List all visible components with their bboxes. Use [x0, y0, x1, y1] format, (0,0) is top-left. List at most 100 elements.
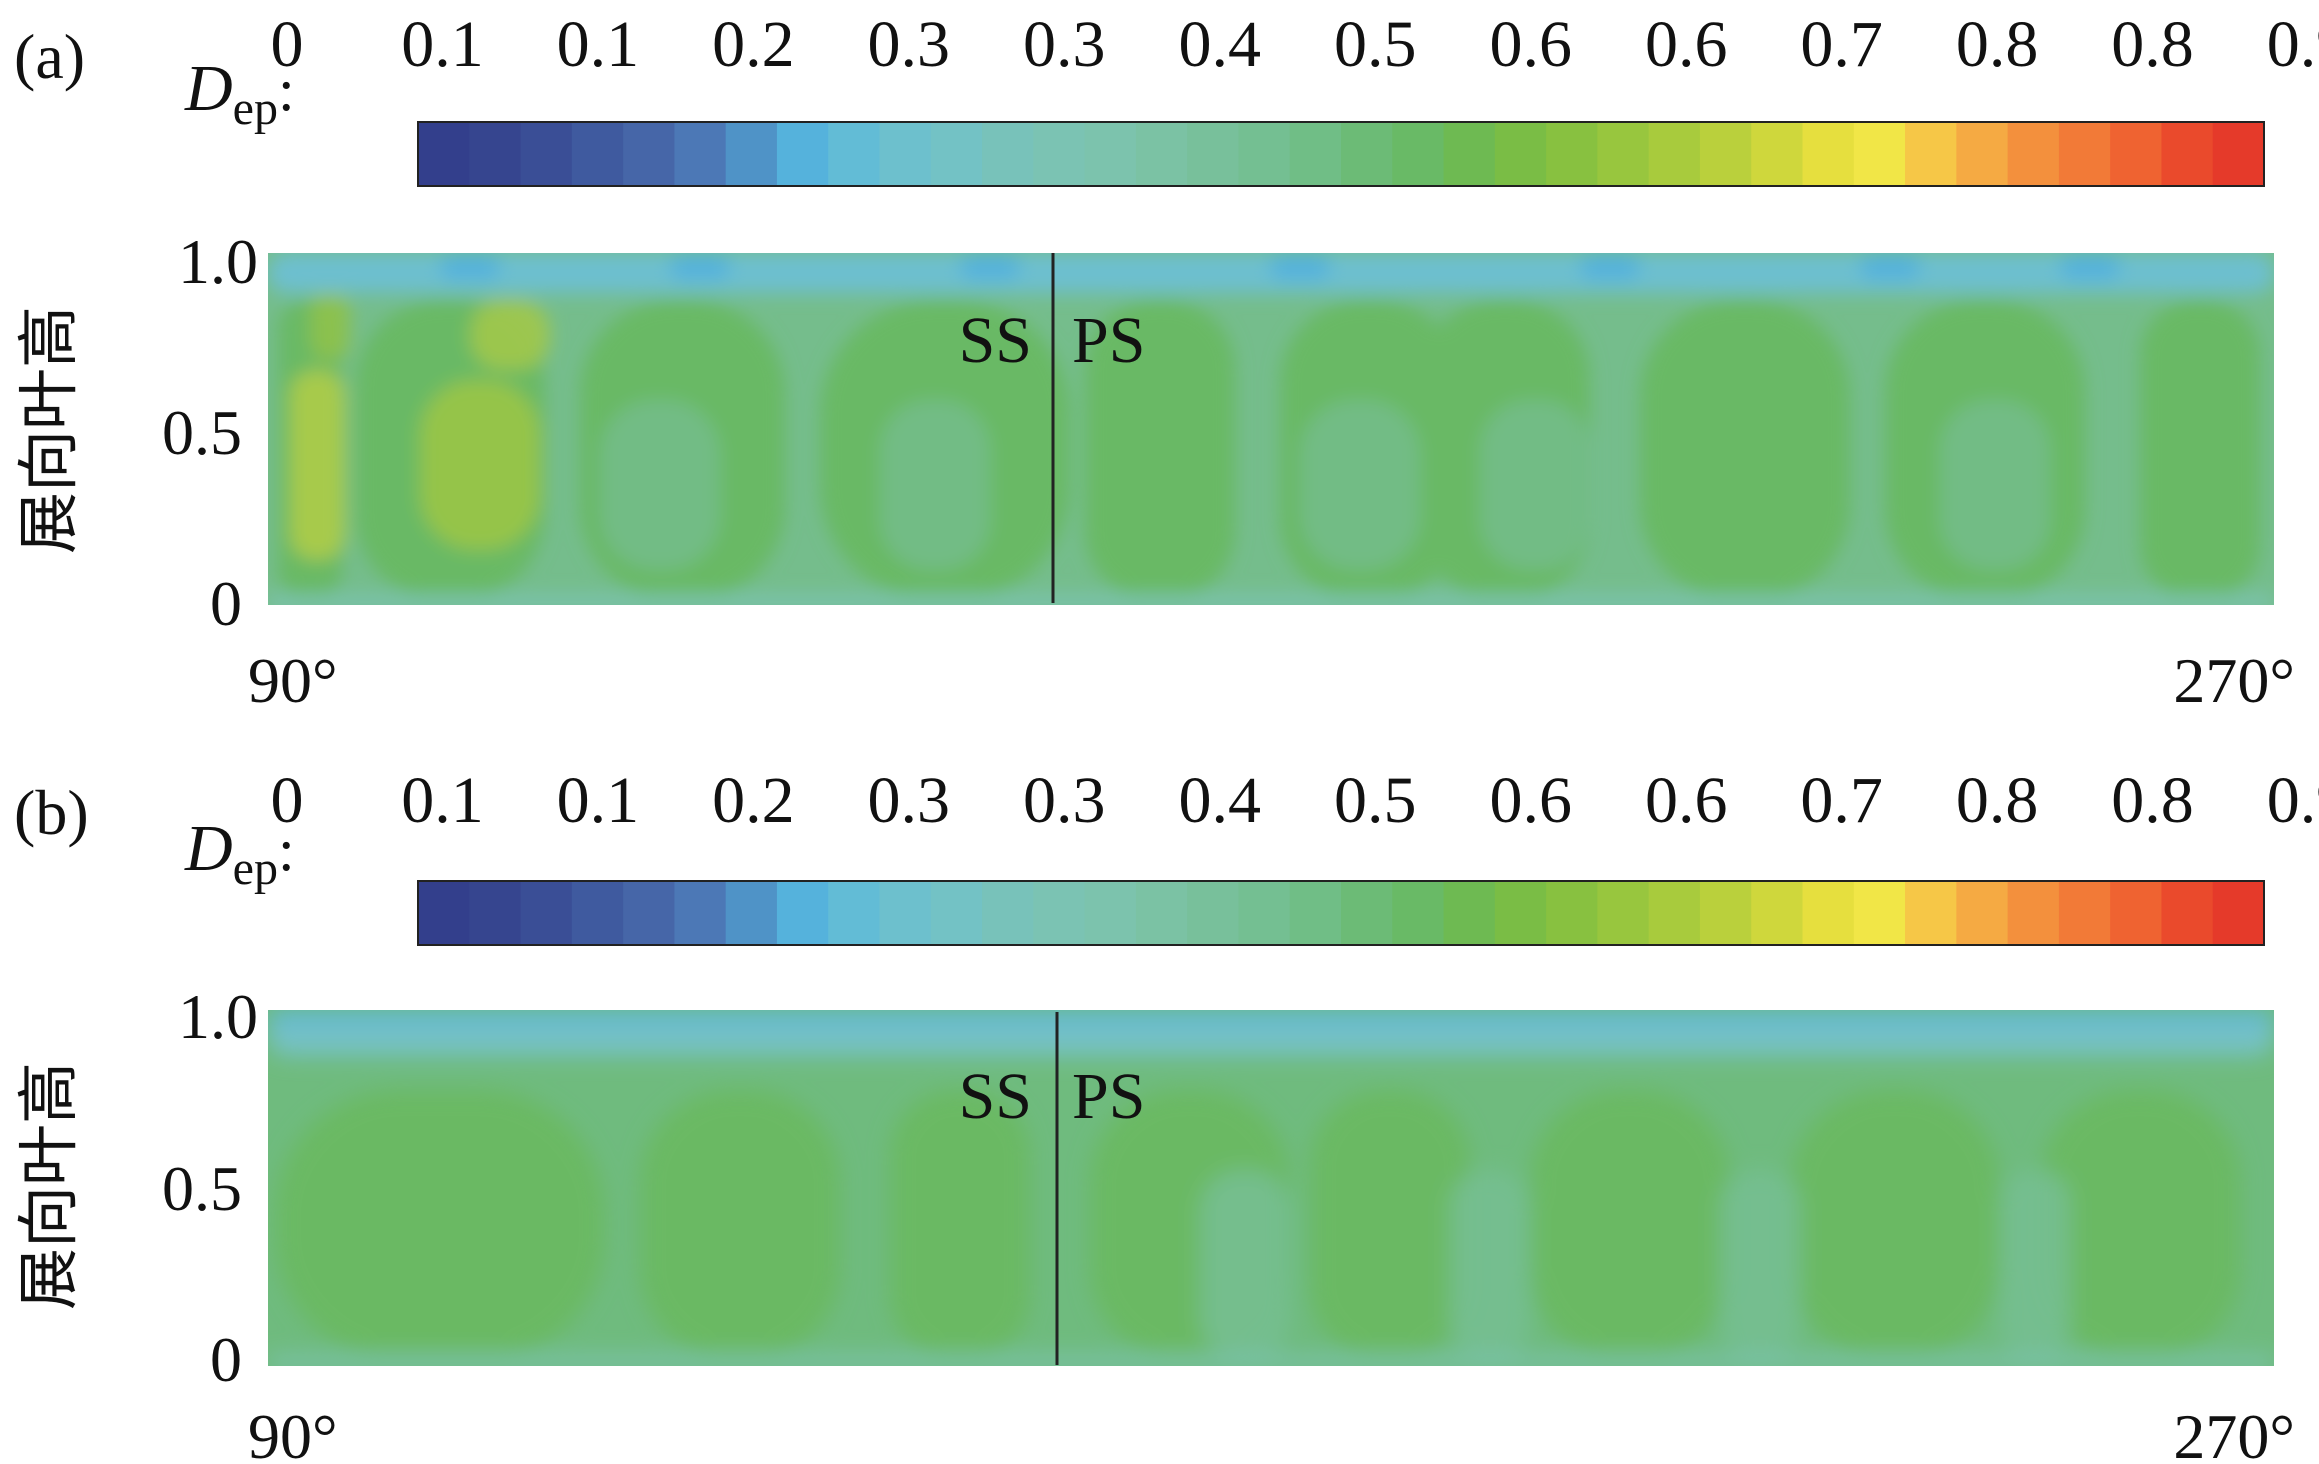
colorbar-a-tick-label: 0.7 — [1800, 8, 1883, 81]
panel-a-label: (a) — [14, 21, 85, 92]
colorbar-b-segment — [828, 881, 881, 945]
contour-region — [1530, 1090, 1730, 1360]
colorbar-b-segment — [1853, 881, 1906, 945]
annotation-ps-a: PS — [1072, 304, 1145, 377]
panel-b-label: (b) — [14, 777, 89, 848]
contour-region — [880, 400, 990, 570]
colorbar-b-segment — [1699, 881, 1752, 945]
colorbar-b-tick-label: 0.1 — [557, 764, 640, 837]
colorbar-a-frame — [417, 121, 2265, 187]
colorbar-a-segment — [1289, 122, 1342, 186]
colorbar-a-segment — [1802, 122, 1855, 186]
contour-region — [440, 254, 500, 280]
colorbar-b-segment — [982, 881, 1034, 945]
colorbar-a-segment — [1135, 122, 1188, 186]
colorbar-b-segment — [725, 881, 778, 945]
colorbar-b-segment — [930, 881, 983, 945]
contour-region — [1580, 254, 1640, 280]
colorbar-a-segment — [1905, 122, 1957, 186]
colorbar-b-tick-label: 0.6 — [1645, 764, 1728, 837]
colorbar-a — [418, 122, 2265, 186]
colorbar-a-segment — [1238, 122, 1291, 186]
colorbar-a-segment — [469, 122, 522, 186]
contour-region — [2060, 254, 2120, 280]
contour-region — [1085, 300, 1235, 600]
colorbar-b-variable: D — [184, 812, 233, 885]
contour-region — [960, 254, 1020, 280]
annotation-ss-b: SS — [959, 1060, 1032, 1133]
colorbar-b-segment — [1135, 881, 1188, 945]
colorbar-b-tick-label: 0.8 — [2111, 764, 2194, 837]
colorbar-b-tick-label: 0.6 — [1489, 764, 1572, 837]
colorbar-a-segment — [1392, 122, 1445, 186]
colorbar-b-segment — [2212, 881, 2265, 945]
colorbar-a-segment — [1699, 122, 1752, 186]
colorbar-a-segment — [1033, 122, 1086, 186]
colorbar-b-segment — [1905, 881, 1957, 945]
colorbar-a-segment — [930, 122, 983, 186]
colorbar-a-variable: D — [184, 52, 233, 125]
colorbar-a-segment — [776, 122, 829, 186]
colorbar-b-segment — [1443, 881, 1496, 945]
contour-field-a — [268, 253, 2274, 605]
colorbar-a-tick-label: 0.1 — [401, 8, 484, 81]
contour-region — [310, 290, 350, 360]
colorbar-b-segment — [520, 881, 573, 945]
colorbar-b-segment — [1084, 881, 1137, 945]
colorbar-b-frame — [417, 880, 2265, 946]
colorbar-a-tick-label: 0.9 — [2267, 8, 2319, 81]
contour-region — [268, 253, 2274, 293]
colorbar-b-tick-labels: 0 0.1 0.1 0.2 0.3 0.3 0.4 0.5 0.6 0.6 0.7 0.8 0.8 0.9 — [271, 764, 2319, 837]
x-label-a-end: 270° — [2173, 645, 2295, 716]
colorbar-a-segment — [2212, 122, 2265, 186]
contour-region — [1310, 1090, 1470, 1360]
contour-region — [1940, 400, 2050, 570]
y-tick-b-top: 1.0 — [178, 981, 258, 1052]
colorbar-a-segment — [1648, 122, 1701, 186]
y-tick-b-bottom: 0 — [210, 1324, 242, 1395]
colorbar-b-segment — [571, 881, 624, 945]
colorbar-b-tick-label: 0.1 — [401, 764, 484, 837]
contour-region — [1450, 1170, 1530, 1360]
colorbar-a-segment — [828, 122, 881, 186]
colorbar-a-segment — [1546, 122, 1598, 186]
colorbar-b-segment — [1546, 881, 1598, 945]
colorbar-a-tick-label: 0.1 — [557, 8, 640, 81]
colorbar-b-segment — [2110, 881, 2163, 945]
x-label-b-start: 90° — [248, 1401, 338, 1464]
colorbar-a-segment — [1494, 122, 1547, 186]
y-tick-a-mid: 0.5 — [162, 397, 242, 468]
colorbar-b-subscript: ep — [233, 842, 278, 895]
contour-region — [290, 370, 345, 560]
colorbar-b-segment — [418, 881, 470, 945]
colorbar-a-separator: : — [278, 57, 295, 123]
colorbar-b-segment — [879, 881, 932, 945]
colorbar-a-segment — [1187, 122, 1240, 186]
colorbar-b-separator: : — [278, 817, 295, 883]
colorbar-b-tick-label: 0.3 — [868, 764, 951, 837]
contour-region — [268, 1010, 2274, 1024]
colorbar-a-segment — [571, 122, 624, 186]
contour-field-b — [268, 1010, 2274, 1366]
colorbar-b-segment — [1597, 881, 1650, 945]
colorbar-b-segment — [1341, 881, 1393, 945]
colorbar-b-segment — [623, 881, 675, 945]
colorbar-b-segment — [469, 881, 522, 945]
colorbar-b-tick-label: 0.8 — [1956, 764, 2039, 837]
colorbar-b-segment — [2007, 881, 2060, 945]
colorbar-a-segment — [1443, 122, 1496, 186]
panel-a: (a) Dep: 0 0.1 0.1 0.2 0.3 0.3 0.4 0.5 0.6 0.6 0.7… — [14, 8, 2319, 716]
colorbar-a-segment — [1597, 122, 1650, 186]
contour-region — [1270, 254, 1330, 280]
colorbar-a-tick-label: 0.3 — [868, 8, 951, 81]
colorbar-b-tick-label: 0.4 — [1179, 764, 1262, 837]
colorbar-a-tick-label: 0.3 — [1023, 8, 1106, 81]
colorbar-a-segment — [1956, 122, 2009, 186]
colorbar-b-segment — [2161, 881, 2214, 945]
contour-region — [420, 380, 540, 550]
y-tick-a-bottom: 0 — [210, 568, 242, 639]
colorbar-a-subscript: ep — [233, 82, 278, 135]
colorbar-a-segment — [1853, 122, 1906, 186]
annotation-ps-b: PS — [1072, 1060, 1145, 1133]
